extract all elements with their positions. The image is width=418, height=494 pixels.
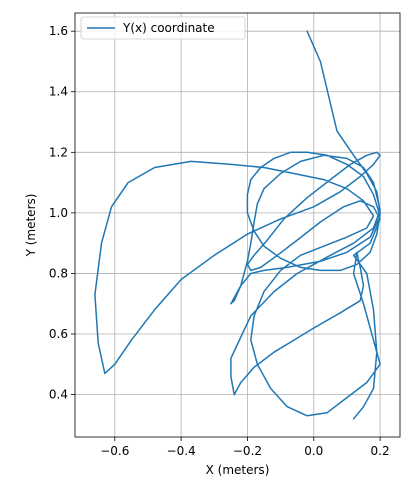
y-axis-label: Y (meters) xyxy=(24,194,38,258)
series-lines xyxy=(94,30,381,420)
y-tick-label: 1.4 xyxy=(49,85,68,99)
x-tick-label: −0.2 xyxy=(233,444,262,458)
y-tick-label: 1.6 xyxy=(49,24,68,38)
x-tick-label: 0.2 xyxy=(371,444,390,458)
grid-lines xyxy=(75,13,400,437)
x-tick-label: −0.6 xyxy=(100,444,129,458)
x-axis-label: X (meters) xyxy=(206,463,270,477)
series-line-y-x-coordinate xyxy=(94,30,381,420)
legend: Y(x) coordinate xyxy=(80,16,246,40)
legend-label: Y(x) coordinate xyxy=(122,21,215,35)
y-tick-label: 0.4 xyxy=(49,388,68,402)
x-tick-label: 0.0 xyxy=(304,444,323,458)
axis-ticks: −0.6 −0.4 −0.2 0.0 0.2 0.4 0.6 0.8 1.0 1.2 1.4 1.6 xyxy=(49,24,390,458)
y-tick-label: 0.6 xyxy=(49,327,68,341)
axes-frame xyxy=(74,12,401,438)
x-tick-label: −0.4 xyxy=(167,444,196,458)
y-tick-label: 0.8 xyxy=(49,266,68,280)
y-tick-label: 1.2 xyxy=(49,145,68,159)
legend-box xyxy=(80,16,246,40)
y-tick-label: 1.0 xyxy=(49,206,68,220)
